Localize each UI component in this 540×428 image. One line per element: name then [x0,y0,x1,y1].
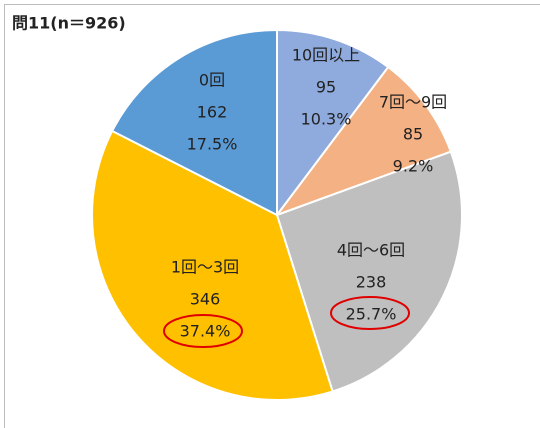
slice-value-label: 238 [356,273,387,292]
highlight-circle [163,314,243,348]
slice-percent-label: 10.3% [301,110,352,129]
slice-category-label: 10回以上 [292,46,360,65]
slice-percent-label: 17.5% [187,135,238,154]
pie-slice [110,28,278,217]
slice-category-label: 7回～9回 [379,93,447,112]
slice-category-label: 0回 [199,71,225,90]
pie-slice [276,28,390,218]
pie-slice [274,65,453,218]
slice-value-label: 95 [316,78,336,97]
pie-slice [275,150,463,393]
slice-value-label: 85 [403,125,423,144]
chart-title: 問11(n＝926) [12,14,126,33]
slice-percent-label: 25.7% [346,305,397,324]
pie-slice [91,129,334,401]
slice-category-label: 1回～3回 [171,258,239,277]
slice-percent-label: 9.2% [393,157,434,176]
slice-category-label: 4回～6回 [337,241,405,260]
slice-value-label: 162 [197,103,228,122]
highlight-circle [330,296,410,330]
slice-value-label: 346 [190,290,221,309]
slice-percent-label: 37.4% [180,322,231,341]
